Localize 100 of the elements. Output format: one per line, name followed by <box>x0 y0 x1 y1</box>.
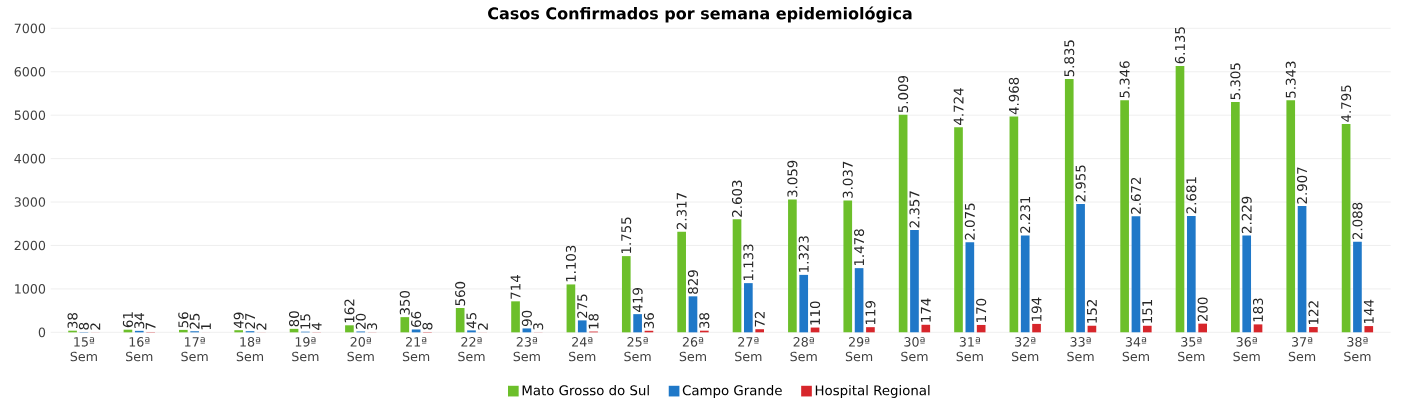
bar <box>866 327 875 333</box>
data-label: 350 <box>399 290 410 315</box>
data-label: 2 <box>90 323 101 330</box>
bar <box>1341 124 1351 333</box>
data-label: 3 <box>533 323 544 330</box>
data-label: 2.681 <box>1186 177 1197 214</box>
bar <box>1353 241 1362 333</box>
bar <box>910 229 919 333</box>
bar <box>799 274 809 333</box>
data-label: 3.037 <box>842 161 853 198</box>
bar <box>566 284 576 333</box>
data-label: 2.231 <box>1020 196 1031 233</box>
bar <box>1198 323 1207 333</box>
y-tick-label: 1000 <box>15 284 46 294</box>
data-label: 560 <box>455 281 466 306</box>
data-label: 72 <box>754 311 765 327</box>
y-tick-label: 5000 <box>14 110 46 120</box>
data-label: 200 <box>1197 297 1208 322</box>
bar <box>1253 324 1263 333</box>
data-label: 419 <box>632 288 643 312</box>
y-tick-label: 6000 <box>14 66 46 77</box>
bar <box>732 219 742 333</box>
data-label: 110 <box>810 301 821 325</box>
bar <box>854 268 864 333</box>
bar <box>843 200 853 333</box>
bar <box>1175 65 1185 333</box>
data-label: 174 <box>920 298 931 322</box>
x-tick-label: 36ª Sem <box>1233 337 1260 362</box>
bar <box>677 231 686 333</box>
data-label: 183 <box>1252 298 1264 322</box>
data-label: 6.135 <box>1174 27 1186 64</box>
y-tick-label: 7000 <box>14 23 46 34</box>
data-label: 49 <box>233 312 244 328</box>
legend-label: Mato Grosso do Sul <box>522 385 649 396</box>
data-label: 714 <box>510 275 521 299</box>
bar <box>633 314 642 333</box>
bar <box>965 242 975 333</box>
x-tick-label: 27ª Sem <box>735 337 762 362</box>
data-label: 38 <box>67 313 78 329</box>
data-label: 80 <box>288 311 300 327</box>
bar <box>954 127 963 333</box>
y-tick-label: 3000 <box>14 197 46 207</box>
bar <box>788 199 797 333</box>
data-label: 1.103 <box>565 245 576 282</box>
data-label: 2 <box>256 323 267 330</box>
data-label: 2.603 <box>731 180 743 217</box>
data-label: 45 <box>466 312 477 329</box>
bar <box>688 296 698 333</box>
data-label: 170 <box>976 298 987 322</box>
data-label: 7 <box>145 323 156 330</box>
bar <box>1009 116 1019 333</box>
data-label: 8 <box>78 322 89 330</box>
y-tick-label: 0 <box>38 327 46 338</box>
data-label: 2.672 <box>1130 177 1141 214</box>
data-label: 90 <box>521 310 532 326</box>
x-tick-label: 34ª Sem <box>1122 337 1149 362</box>
bar <box>1231 101 1240 333</box>
x-tick-label: 17ª Sem <box>181 337 208 362</box>
data-label: 2.229 <box>1241 196 1252 233</box>
bar <box>898 114 908 333</box>
bar <box>1286 100 1296 333</box>
bar <box>1364 326 1374 333</box>
x-tick-label: 15ª Sem <box>70 337 97 362</box>
x-tick-label: 28ª Sem <box>790 337 817 362</box>
data-label: 18 <box>588 313 599 329</box>
data-label: 1.133 <box>743 244 754 281</box>
x-tick-label: 30ª Sem <box>901 337 928 362</box>
x-tick-label: 23ª Sem <box>513 337 540 362</box>
x-tick-label: 19ª Sem <box>292 337 319 362</box>
data-label: 1 <box>201 323 211 330</box>
data-label: 829 <box>687 270 699 294</box>
data-label: 1.323 <box>798 236 809 272</box>
bar <box>1242 235 1252 333</box>
data-label: 151 <box>1142 299 1153 323</box>
data-label: 4.795 <box>1341 85 1352 122</box>
bar <box>411 329 421 333</box>
data-label: 194 <box>1031 297 1042 321</box>
chart-title: Casos Confirmados por semana epidemiológica <box>488 6 912 23</box>
bar <box>455 308 465 333</box>
bar <box>1120 100 1129 333</box>
data-label: 5.009 <box>898 75 909 113</box>
data-label: 4.968 <box>1008 77 1019 115</box>
data-label: 15 <box>300 314 311 329</box>
data-label: 3 <box>367 323 378 330</box>
data-label: 20 <box>355 313 366 329</box>
bar <box>921 324 931 333</box>
data-label: 1.478 <box>854 229 865 266</box>
bar <box>1131 216 1141 333</box>
data-label: 2.907 <box>1297 167 1308 204</box>
bar <box>1142 325 1152 333</box>
data-label: 5.305 <box>1230 63 1241 100</box>
bar <box>511 301 520 333</box>
x-tick-label: 18ª Sem <box>236 337 264 362</box>
bar <box>621 256 631 333</box>
data-label: 66 <box>411 311 422 327</box>
bar <box>1020 235 1030 333</box>
x-tick-label: 38ª Sem <box>1344 337 1371 362</box>
data-label: 5.343 <box>1285 61 1296 98</box>
bar <box>1186 215 1196 333</box>
data-label: 2.088 <box>1352 202 1363 240</box>
